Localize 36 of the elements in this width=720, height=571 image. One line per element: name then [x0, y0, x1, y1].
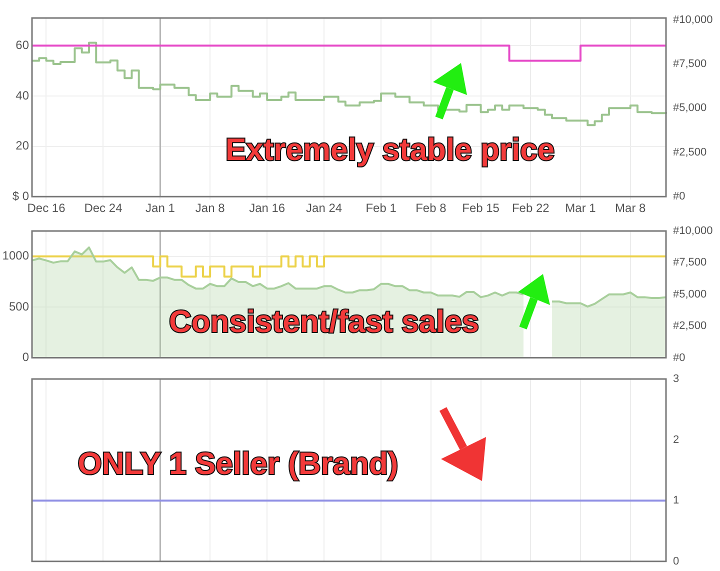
x-tick-label: Mar 1: [565, 201, 596, 216]
y2-tick-label: #0: [673, 352, 686, 364]
y-tick-label: 40: [16, 88, 30, 102]
x-tick-label: Dec 16: [27, 201, 66, 216]
y-tick-label: 500: [8, 299, 30, 314]
y-tick-label: $ 0: [12, 188, 30, 203]
y2-tick-label: 0: [673, 555, 680, 568]
x-tick-label: Feb 22: [512, 201, 550, 216]
y-tick-label: 20: [16, 138, 30, 153]
annotation: Consistent/fast sales: [168, 304, 480, 340]
y2-tick-label: 3: [673, 373, 680, 386]
y2-tick-label: #5,000: [673, 288, 707, 300]
y-tick-label: 60: [16, 38, 30, 52]
y2-tick-label: #0: [673, 190, 686, 203]
y2-tick-label: #10,000: [673, 14, 713, 26]
x-tick-label: Mar 8: [615, 201, 646, 216]
y2-tick-label: 2: [673, 434, 680, 446]
y2-tick-label: #5,000: [673, 102, 707, 114]
x-tick-label: Dec 24: [84, 201, 123, 216]
y2-tick-label: #2,500: [673, 146, 707, 158]
y2-tick-label: #7,500: [673, 256, 707, 269]
x-tick-label: Feb 8: [416, 201, 447, 216]
x-tick-label: Feb 1: [366, 201, 397, 216]
y2-tick-label: #7,500: [673, 58, 707, 70]
annotation: Extremely stable price: [225, 132, 555, 168]
x-tick-label: Feb 15: [462, 201, 500, 216]
x-tick-label: Jan 16: [249, 201, 286, 216]
y2-tick-label: #2,500: [673, 320, 707, 332]
x-tick-label: Jan 8: [195, 201, 226, 216]
y2-tick-label: 1: [673, 494, 680, 507]
annotation: ONLY 1 Seller (Brand): [78, 446, 398, 482]
y2-tick-label: #10,000: [673, 225, 713, 238]
y-tick-label: 0: [22, 350, 30, 364]
x-tick-label: Jan 1: [146, 201, 176, 216]
x-tick-label: Jan 24: [306, 201, 342, 216]
y-tick-label: 1000: [2, 248, 30, 263]
